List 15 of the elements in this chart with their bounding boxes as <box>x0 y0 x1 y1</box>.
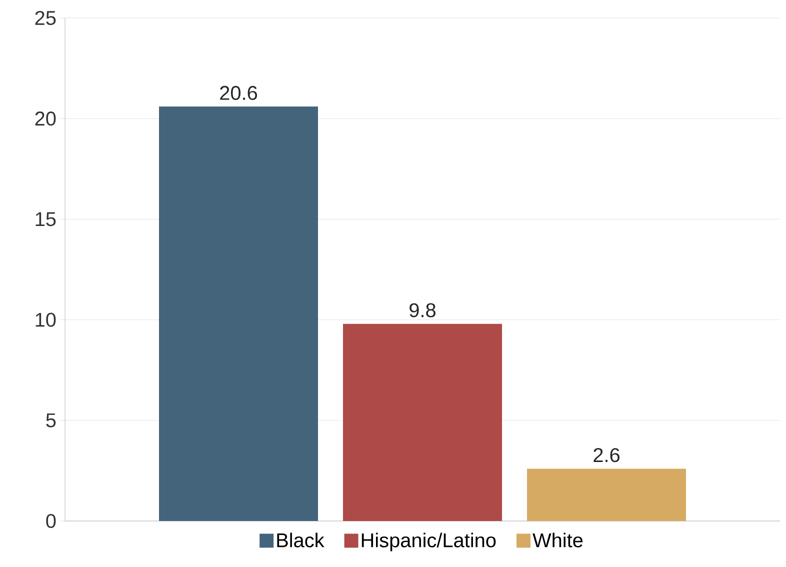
data-label: 2.6 <box>594 448 620 462</box>
data-label: 9.8 <box>410 303 436 318</box>
bar <box>527 468 686 521</box>
legend-label: Black <box>277 532 324 548</box>
y-tick-label: 20 <box>35 112 56 126</box>
bar <box>343 324 502 521</box>
y-tick-label: 0 <box>46 514 56 528</box>
data-label: 20.6 <box>220 86 258 100</box>
y-tick-label: 10 <box>36 312 56 327</box>
y-tick-label: 5 <box>46 413 56 428</box>
y-tick-label: 25 <box>35 10 56 26</box>
legend-label: Hispanic/Latino <box>362 532 496 552</box>
bar <box>159 106 318 521</box>
legend-label: White <box>532 532 583 548</box>
y-tick-label: 15 <box>36 212 56 226</box>
